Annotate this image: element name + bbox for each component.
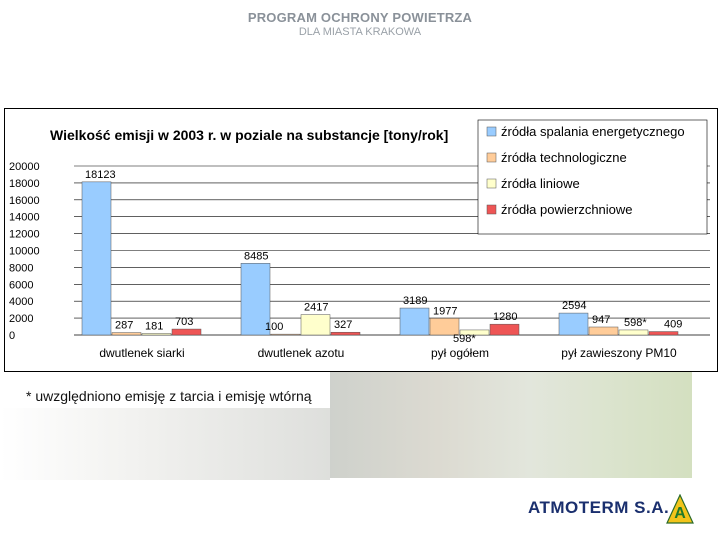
legend-label: źródła powierzchniowe bbox=[501, 202, 633, 217]
bar bbox=[141, 333, 172, 336]
bar bbox=[459, 329, 490, 336]
y-tick-label: 0 bbox=[9, 330, 15, 342]
bar-value-label: 327 bbox=[334, 319, 352, 331]
bar-value-label: 8485 bbox=[244, 250, 268, 262]
legend-label: źródła technologiczne bbox=[501, 150, 627, 165]
slide-header: PROGRAM OCHRONY POWIETRZA DLA MIASTA KRA… bbox=[0, 10, 720, 38]
y-tick-label: 4000 bbox=[9, 296, 33, 308]
y-tick-label: 14000 bbox=[9, 212, 40, 224]
chart-title: Wielkość emisji w 2003 r. w poziale na s… bbox=[50, 127, 448, 143]
bar bbox=[300, 314, 331, 336]
bar bbox=[489, 323, 520, 336]
legend-swatch bbox=[486, 126, 497, 137]
bar bbox=[399, 307, 430, 336]
legend-label: źródła liniowe bbox=[501, 176, 580, 191]
y-tick-label: 8000 bbox=[9, 262, 33, 274]
bar-value-label: 703 bbox=[175, 316, 193, 328]
bar-value-label: 2594 bbox=[562, 300, 586, 312]
emission-chart: Wielkość emisji w 2003 r. w poziale na s… bbox=[4, 108, 718, 372]
category-label: pył ogółem bbox=[431, 346, 489, 360]
bar-value-label: 947 bbox=[592, 314, 610, 326]
y-tick-label: 16000 bbox=[9, 195, 40, 207]
category-label: dwutlenek azotu bbox=[258, 346, 345, 360]
y-tick-label: 20000 bbox=[9, 161, 40, 173]
y-tick-label: 12000 bbox=[9, 229, 40, 241]
logo-letter: A bbox=[674, 505, 686, 522]
y-tick-label: 2000 bbox=[9, 313, 33, 325]
bar-value-label: 1977 bbox=[433, 305, 457, 317]
bar-value-label: 100 bbox=[265, 321, 283, 333]
legend-swatch bbox=[486, 204, 497, 215]
y-tick-label: 18000 bbox=[9, 178, 40, 190]
bar bbox=[240, 263, 271, 336]
y-tick-label: 6000 bbox=[9, 279, 33, 291]
bar bbox=[429, 318, 460, 336]
bar-value-label: 18123 bbox=[85, 169, 116, 181]
bar bbox=[330, 331, 361, 336]
bar-value-label: 598* bbox=[624, 317, 647, 329]
atmoterm-logo-icon: A bbox=[666, 494, 694, 524]
background-photo-left bbox=[0, 408, 330, 480]
legend-label: źródła spalania energetycznego bbox=[501, 124, 685, 139]
bar bbox=[270, 333, 301, 336]
legend-swatch bbox=[486, 178, 497, 189]
category-label: dwutlenek siarki bbox=[99, 346, 184, 360]
footnote: * uwzględniono emisję z tarcia i emisję … bbox=[26, 388, 312, 404]
bar-value-label: 409 bbox=[664, 319, 682, 331]
bar-value-label: 1280 bbox=[493, 311, 517, 323]
bar bbox=[588, 326, 619, 336]
bar bbox=[171, 328, 202, 336]
bar-value-label: 181 bbox=[145, 320, 163, 332]
program-subtitle: DLA MIASTA KRAKOWA bbox=[298, 26, 422, 38]
bar-value-label: 598* bbox=[453, 333, 476, 345]
bar-value-label: 3189 bbox=[403, 295, 427, 307]
bar bbox=[648, 331, 679, 336]
bar bbox=[81, 181, 112, 336]
category-label: pył zawieszony PM10 bbox=[561, 346, 677, 360]
bar bbox=[618, 329, 649, 336]
bar-value-label: 287 bbox=[115, 320, 133, 332]
y-tick-label: 10000 bbox=[9, 246, 40, 258]
legend-swatch bbox=[486, 152, 497, 163]
background-photo bbox=[330, 372, 692, 478]
bar-value-label: 2417 bbox=[304, 302, 328, 314]
bar bbox=[111, 332, 142, 336]
program-title: PROGRAM OCHRONY POWIETRZA bbox=[247, 10, 473, 25]
bar bbox=[558, 312, 589, 336]
legend-box bbox=[477, 119, 708, 235]
brand-name: ATMOTERM S.A. bbox=[528, 498, 670, 517]
